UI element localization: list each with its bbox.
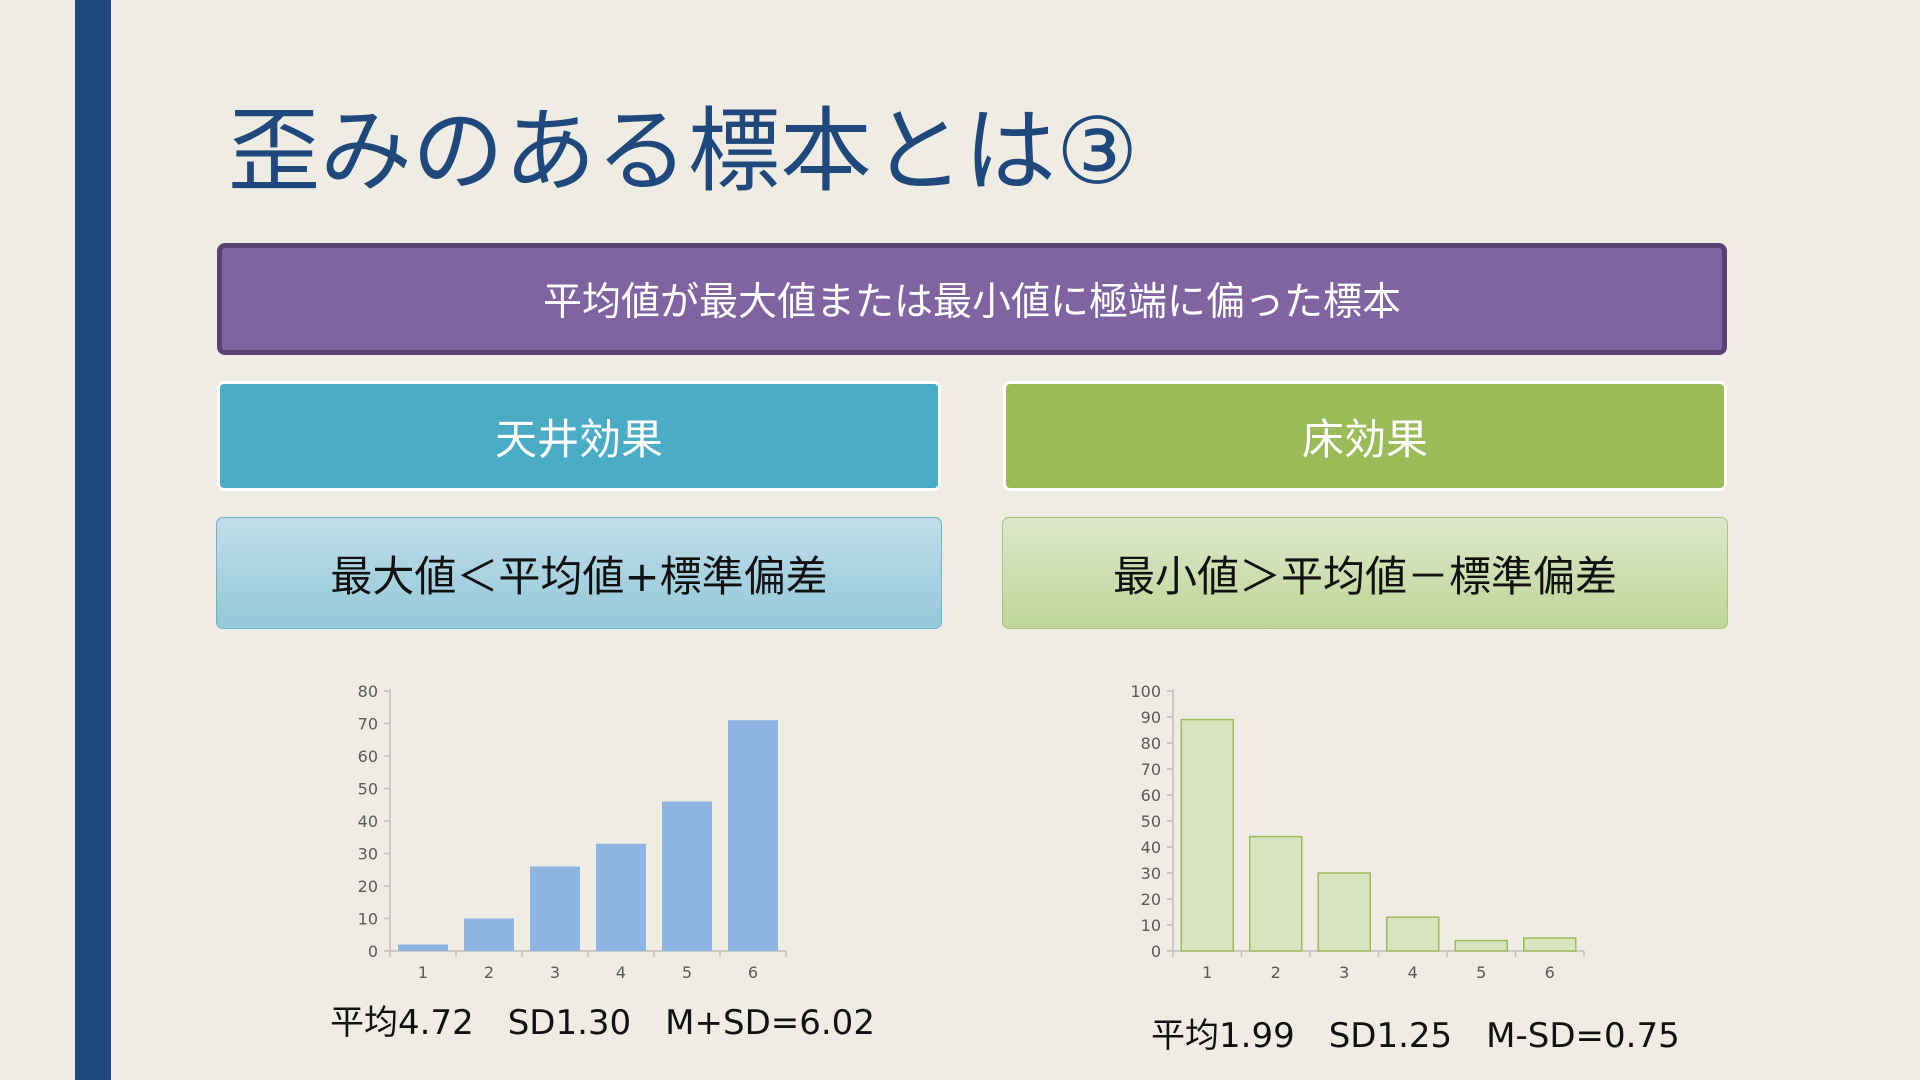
ceiling-chart-y-tick-label: 70: [358, 715, 378, 734]
floor-effect-header: 床効果: [1003, 381, 1727, 491]
ceiling-chart-y-tick-label: 80: [358, 682, 378, 701]
floor-chart-y-tick-label: 60: [1141, 786, 1161, 805]
floor-chart-y-tick-label: 50: [1141, 812, 1161, 831]
floor-chart-y-tick-label: 80: [1141, 734, 1161, 753]
ceiling-chart-y-tick-label: 40: [358, 812, 378, 831]
floor-condition-text: 最小値＞平均値－標準偏差: [1112, 551, 1617, 601]
floor-chart-bar-2: [1249, 835, 1303, 952]
floor-chart-bar-5: [1454, 939, 1508, 952]
slide-title: 歪みのある標本とは③: [228, 98, 1139, 205]
floor-condition-box: 最小値＞平均値－標準偏差: [1002, 517, 1728, 629]
floor-chart-bar-1: [1180, 718, 1234, 952]
floor-chart-x-tick-label: 6: [1545, 963, 1555, 982]
floor-chart-x-tick-label: 2: [1271, 963, 1281, 982]
floor-chart-y-tick-label: 40: [1141, 838, 1161, 857]
ceiling-chart-x-tick-label: 6: [748, 963, 758, 982]
floor-chart-y-tick-label: 100: [1130, 682, 1161, 701]
ceiling-chart-y-tick-label: 60: [358, 747, 378, 766]
ceiling-chart-bar-5: [662, 801, 712, 951]
floor-chart-y-tick-label: 90: [1141, 708, 1161, 727]
floor-chart-y-tick-label: 20: [1141, 890, 1161, 909]
ceiling-chart-y-tick-label: 0: [368, 942, 378, 961]
ceiling-chart-y-tick-label: 50: [358, 780, 378, 799]
floor-chart-y-tick-label: 30: [1141, 864, 1161, 883]
floor-chart-y-tick-label: 70: [1141, 760, 1161, 779]
ceiling-effect-header: 天井効果: [217, 381, 941, 491]
ceiling-chart-bar-3: [530, 866, 580, 951]
ceiling-chart-y-tick-label: 20: [358, 877, 378, 896]
floor-chart-x-tick-label: 1: [1202, 963, 1212, 982]
ceiling-chart-bar-4: [596, 843, 646, 951]
ceiling-chart-y-tick-label: 30: [358, 845, 378, 864]
ceiling-chart-x-tick-label: 1: [418, 963, 428, 982]
ceiling-chart-bar-1: [398, 944, 448, 951]
ceiling-chart-bar-6: [728, 720, 778, 951]
floor-chart-x-tick-label: 5: [1476, 963, 1486, 982]
floor-chart-x-tick-label: 3: [1339, 963, 1349, 982]
ceiling-chart-x-tick-label: 5: [682, 963, 692, 982]
ceiling-condition-text: 最大値＜平均値+標準偏差: [330, 551, 828, 601]
ceiling-condition-box: 最大値＜平均値+標準偏差: [216, 517, 942, 629]
floor-chart-x-tick-label: 4: [1408, 963, 1418, 982]
ceiling-chart-y-tick-label: 10: [358, 910, 378, 929]
ceiling-chart-x-tick-label: 4: [616, 963, 626, 982]
ceiling-chart-x-tick-label: 3: [550, 963, 560, 982]
definition-box: 平均値が最大値または最小値に極端に偏った標本: [217, 243, 1727, 355]
floor-chart-bar-4: [1386, 916, 1440, 952]
floor-stats: 平均1.99 SD1.25 M-SD=0.75: [1151, 1016, 1680, 1056]
floor-chart-bar-3: [1317, 872, 1371, 952]
accent-bar: [75, 0, 111, 1080]
floor-effect-chart: 0 10 20 30 40 50 60 70 80 90 100 1 2 3 4 5 6: [1130, 682, 1585, 982]
ceiling-chart-bar-2: [464, 918, 514, 951]
ceiling-effect-chart: 0 10 20 30 40 50 60 70 80 1 2 3 4 5 6: [358, 682, 787, 982]
ceiling-stats: 平均4.72 SD1.30 M+SD=6.02: [330, 1003, 875, 1043]
floor-chart-y-tick-label: 10: [1141, 916, 1161, 935]
ceiling-chart-x-tick-label: 2: [484, 963, 494, 982]
definition-text: 平均値が最大値または最小値に極端に偏った標本: [542, 280, 1401, 325]
floor-chart-bar-6: [1523, 937, 1577, 952]
ceiling-effect-label: 天井効果: [494, 414, 663, 464]
floor-chart-y-tick-label: 0: [1151, 942, 1161, 961]
floor-effect-label: 床効果: [1301, 414, 1428, 464]
